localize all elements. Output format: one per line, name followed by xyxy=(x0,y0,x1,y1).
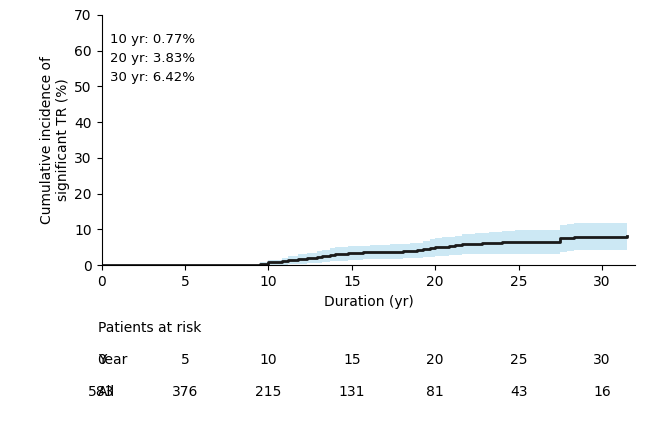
Text: 583: 583 xyxy=(88,385,115,400)
Text: 30: 30 xyxy=(593,353,610,367)
Y-axis label: Cumulative incidence of
significant TR (%): Cumulative incidence of significant TR (… xyxy=(40,56,70,224)
Text: 20: 20 xyxy=(426,353,444,367)
Text: 0: 0 xyxy=(97,353,106,367)
Text: 131: 131 xyxy=(339,385,365,400)
Text: 25: 25 xyxy=(510,353,527,367)
Text: 215: 215 xyxy=(255,385,282,400)
Text: 10: 10 xyxy=(259,353,277,367)
Text: All: All xyxy=(98,385,115,400)
Text: 15: 15 xyxy=(343,353,360,367)
Text: Year: Year xyxy=(98,353,128,367)
Text: 43: 43 xyxy=(510,385,527,400)
Text: Patients at risk: Patients at risk xyxy=(98,321,202,336)
Text: 81: 81 xyxy=(426,385,444,400)
Text: 10 yr: 0.77%
20 yr: 3.83%
30 yr: 6.42%: 10 yr: 0.77% 20 yr: 3.83% 30 yr: 6.42% xyxy=(110,33,195,84)
Text: 5: 5 xyxy=(181,353,189,367)
X-axis label: Duration (yr): Duration (yr) xyxy=(324,295,413,309)
Text: 16: 16 xyxy=(593,385,611,400)
Text: 376: 376 xyxy=(172,385,198,400)
